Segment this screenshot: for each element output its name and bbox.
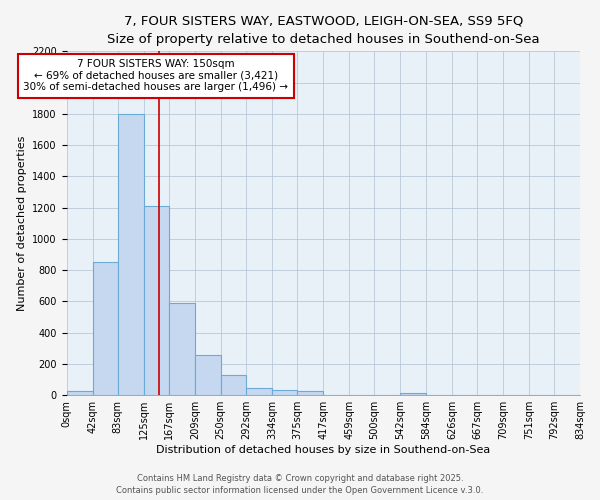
Text: 7 FOUR SISTERS WAY: 150sqm
← 69% of detached houses are smaller (3,421)
30% of s: 7 FOUR SISTERS WAY: 150sqm ← 69% of deta… (23, 59, 289, 92)
Text: Contains HM Land Registry data © Crown copyright and database right 2025.
Contai: Contains HM Land Registry data © Crown c… (116, 474, 484, 495)
Bar (118, 114, 143, 395)
Bar (195, 354, 221, 395)
Bar (169, 303, 195, 395)
Bar (221, 375, 247, 395)
Bar (247, 388, 272, 395)
Title: 7, FOUR SISTERS WAY, EASTWOOD, LEIGH-ON-SEA, SS9 5FQ
Size of property relative t: 7, FOUR SISTERS WAY, EASTWOOD, LEIGH-ON-… (107, 15, 539, 46)
Bar (298, 392, 323, 395)
Bar (272, 390, 298, 395)
Bar (67, 392, 92, 395)
Bar (400, 393, 426, 395)
Y-axis label: Number of detached properties: Number of detached properties (17, 136, 26, 311)
X-axis label: Distribution of detached houses by size in Southend-on-Sea: Distribution of detached houses by size … (156, 445, 490, 455)
Bar (92, 262, 118, 395)
Bar (143, 206, 169, 395)
